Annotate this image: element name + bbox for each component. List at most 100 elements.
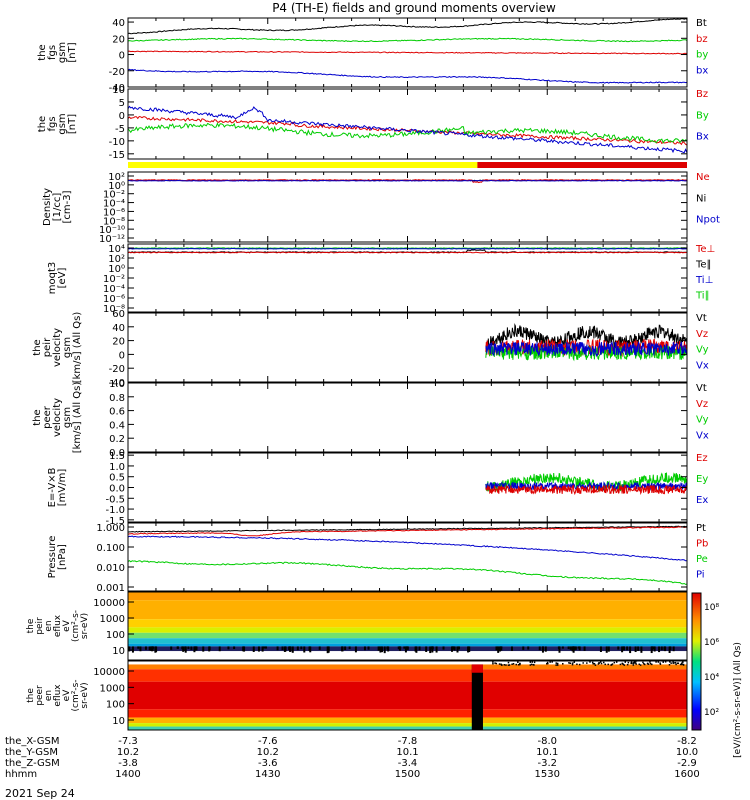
the-fgs-gsm-zoom-legend-Bz: Bz (696, 89, 708, 100)
peer-eflux-ylabel: en (44, 690, 54, 701)
peir-eflux-noise (354, 646, 357, 653)
temperature-legend-Ti∥: Ti∥ (695, 291, 710, 302)
peer-eflux-band (128, 661, 687, 665)
pressure-tick-label: 0.100 (96, 543, 125, 554)
peir-velocity-ylabel: gsm (62, 337, 73, 358)
peir-velocity-ylabel: velocity (52, 328, 63, 367)
the-fgs-gsm-legend-Bt: Bt (696, 18, 707, 29)
time-axis-row-label: hhmm (5, 769, 37, 780)
density-tick-label: 10⁻¹⁰ (99, 225, 125, 236)
density-tick-label: 10⁻¹² (99, 234, 125, 245)
peir-eflux-noise (425, 646, 428, 653)
peer-eflux-noise (647, 663, 650, 665)
pressure-ylabel: Pressure (47, 536, 58, 579)
peer-eflux-noise (505, 664, 507, 666)
peer-eflux-noise (492, 662, 494, 665)
peer-eflux-noise (623, 664, 626, 666)
peir-eflux-noise (453, 646, 456, 651)
peer-eflux-noise (603, 661, 605, 664)
peir-eflux-noise (363, 646, 366, 651)
time-axis-value: 10.2 (257, 747, 279, 758)
peir-eflux-noise (265, 646, 268, 649)
peer-eflux-noise (613, 661, 616, 664)
peer-eflux-noise (639, 664, 642, 666)
temperature-legend-Ti⊥: Ti⊥ (695, 275, 713, 286)
colorbar-label: 10⁴ (704, 673, 719, 683)
peir-eflux-noise (318, 646, 321, 650)
efield-ylabel: E=-V×B (47, 467, 58, 507)
peir-eflux-noise (288, 646, 291, 650)
pressure-series-Pt (127, 525, 688, 533)
the-fgs-gsm-series-by (127, 37, 688, 43)
peer-eflux-noise (659, 662, 661, 664)
time-axis-row-label: the_X-GSM (5, 736, 59, 747)
the-fgs-gsm-ylabel: gsm (57, 42, 68, 63)
peer-eflux-noise (630, 662, 633, 665)
peir-eflux-noise (257, 646, 260, 652)
peer-eflux-noise (501, 664, 503, 666)
efield-tick-label: 0.0 (109, 484, 125, 495)
the-fgs-gsm-tick-label: 0 (119, 51, 125, 62)
peir-eflux-band (128, 592, 687, 601)
the-fgs-gsm-legend-bx: bx (696, 65, 708, 76)
peir-eflux-noise (418, 646, 421, 651)
efield-tick-label: -0.5 (105, 494, 125, 505)
the-fgs-gsm-series-bz (127, 50, 688, 55)
peir-eflux-noise (623, 646, 626, 651)
the-fgs-gsm-ylabel: [nT] (67, 42, 78, 62)
peer-velocity-legend-Vx: Vx (696, 430, 709, 441)
colorbar-label: 10⁶ (704, 638, 719, 648)
time-axis-value: -3.6 (258, 758, 278, 769)
peir-velocity-tick-label: -40 (109, 378, 125, 389)
peer-eflux-noise (556, 662, 559, 665)
peer-eflux-noise (682, 661, 684, 663)
peer-eflux-noise (555, 662, 557, 664)
peer-eflux-noise (635, 663, 637, 665)
peer-eflux-noise (512, 663, 515, 665)
pressure-series-Pi (127, 535, 688, 562)
peer-eflux-noise (508, 664, 511, 666)
peer-eflux-noise (643, 662, 645, 665)
peer-velocity-tick-label: 1.0 (109, 379, 125, 390)
peer-eflux-noise (622, 663, 625, 665)
temperature-series-Te-perp (127, 251, 688, 254)
peir-eflux-noise (193, 646, 196, 653)
the-fgs-gsm-zoom-ylabel: the (37, 116, 48, 132)
peer-eflux-noise (659, 663, 662, 665)
peer-eflux-noise (657, 661, 660, 663)
peir-eflux-noise (170, 646, 173, 650)
peir-eflux-band (128, 619, 687, 628)
peer-velocity-tick-label: 0.2 (109, 434, 125, 445)
peer-eflux-noise (592, 662, 594, 665)
peer-eflux-noise (668, 664, 671, 666)
peir-eflux-band (128, 638, 687, 644)
peer-eflux-noise (649, 662, 652, 665)
peir-velocity-ylabel: peir (42, 337, 53, 357)
peer-eflux-noise (642, 661, 644, 664)
peir-eflux-noise (148, 646, 151, 651)
temperature-tick-label: 10⁻⁸ (103, 304, 125, 315)
peer-eflux-noise (546, 662, 548, 665)
time-axis-value: -8.2 (677, 736, 697, 747)
efield-tick-label: -1.0 (105, 505, 125, 516)
peir-eflux-noise (327, 646, 330, 653)
time-axis-value: 1430 (255, 769, 280, 780)
peir-eflux-noise (404, 646, 407, 653)
pressure-legend-Pb: Pb (696, 539, 708, 550)
peer-eflux-ylabel: eV (62, 689, 72, 702)
peer-velocity-legend-Vy: Vy (696, 415, 709, 426)
efield-tick-label: -1.5 (105, 516, 125, 527)
panel-density: 10²10⁰10⁻²10⁻⁴10⁻⁶10⁻⁸10⁻¹⁰10⁻¹²Density[… (42, 171, 720, 245)
peer-eflux-noise (547, 662, 549, 665)
peer-velocity-ylabel: the (32, 409, 43, 425)
peir-velocity-series-Vt (485, 323, 688, 349)
peir-eflux-noise (510, 646, 513, 651)
peir-eflux-noise (468, 646, 471, 652)
peir-eflux-noise (429, 646, 432, 654)
peir-eflux-tick-label: 10 (112, 646, 125, 657)
the-fgs-gsm-series-Bt (127, 18, 688, 35)
time-axis-row-label: the_Y-GSM (5, 747, 58, 758)
peer-eflux-noise (669, 661, 671, 663)
peer-eflux-noise (578, 663, 581, 666)
peir-eflux-noise (414, 646, 417, 652)
